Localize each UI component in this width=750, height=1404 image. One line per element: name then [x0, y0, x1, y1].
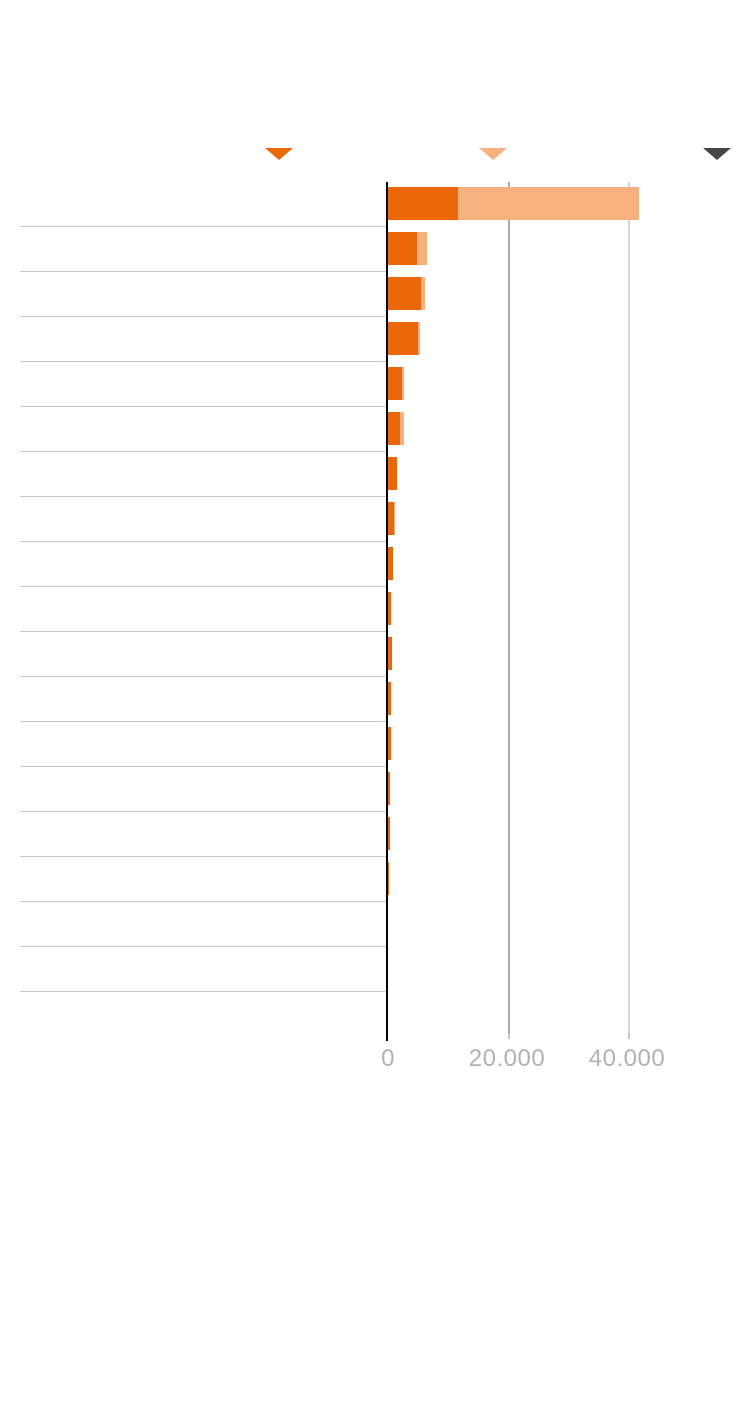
- row-label: [20, 237, 370, 267]
- bar-segment-primary[interactable]: [388, 682, 391, 715]
- row-divider: [20, 811, 386, 812]
- row-divider: [20, 451, 386, 452]
- axis-tick-label: 20.000: [468, 1045, 546, 1072]
- chart-row: [0, 272, 750, 317]
- chart-row: [0, 812, 750, 857]
- row-divider: [20, 676, 386, 677]
- sort-triangle-tertiary-icon[interactable]: [703, 148, 731, 160]
- axis-tick: [628, 1033, 630, 1039]
- gridline: [508, 182, 510, 1038]
- row-label: [20, 462, 370, 492]
- bar-segment-secondary[interactable]: [457, 187, 639, 220]
- bar-segment-primary[interactable]: [388, 457, 397, 490]
- bar-segment-primary[interactable]: [388, 187, 458, 220]
- chart-row: [0, 587, 750, 632]
- bar-segment-primary[interactable]: [388, 592, 392, 625]
- row-label: [20, 372, 370, 402]
- row-divider: [20, 721, 386, 722]
- row-divider: [20, 901, 386, 902]
- bar-segment-primary[interactable]: [388, 412, 400, 445]
- row-divider: [20, 946, 386, 947]
- chart-row: [0, 227, 750, 272]
- chart-row: [0, 632, 750, 677]
- chart-row: [0, 452, 750, 497]
- bar-segment-secondary[interactable]: [416, 232, 427, 265]
- bar-segment-secondary[interactable]: [394, 502, 396, 535]
- row-label: [20, 552, 370, 582]
- chart-row: [0, 947, 750, 992]
- bar-segment-primary[interactable]: [388, 862, 390, 895]
- row-label: [20, 282, 370, 312]
- row-divider: [20, 766, 386, 767]
- row-divider: [20, 856, 386, 857]
- chart-row: [0, 182, 750, 227]
- row-label: [20, 327, 370, 357]
- row-label: [20, 777, 370, 807]
- row-label: [20, 642, 370, 672]
- row-divider: [20, 361, 386, 362]
- chart-row: [0, 722, 750, 767]
- bar-segment-primary[interactable]: [388, 817, 390, 850]
- axis-tick-label: 0: [381, 1045, 395, 1072]
- chart-row: [0, 542, 750, 587]
- bar-segment-primary[interactable]: [388, 547, 393, 580]
- row-label: [20, 822, 370, 852]
- row-divider: [20, 541, 386, 542]
- row-label: [20, 732, 370, 762]
- row-divider: [20, 991, 386, 992]
- chart-row: [0, 767, 750, 812]
- y-axis-line: [386, 182, 388, 1034]
- axis-tick: [508, 1033, 510, 1039]
- row-divider: [20, 631, 386, 632]
- row-label: [20, 957, 370, 987]
- chart-row: [0, 407, 750, 452]
- row-label: [20, 597, 370, 627]
- bar-segment-secondary[interactable]: [401, 367, 404, 400]
- chart-row: [0, 992, 750, 1037]
- chart-row: [0, 317, 750, 362]
- row-divider: [20, 586, 386, 587]
- gridline: [628, 182, 630, 1038]
- row-label: [20, 687, 370, 717]
- row-divider: [20, 226, 386, 227]
- sort-triangle-secondary-icon[interactable]: [479, 148, 507, 160]
- row-label: [20, 912, 370, 942]
- bar-segment-secondary[interactable]: [399, 412, 405, 445]
- row-divider: [20, 316, 386, 317]
- axis-tick: [386, 1033, 388, 1041]
- bar-segment-secondary[interactable]: [421, 277, 426, 310]
- bar-segment-primary[interactable]: [388, 367, 402, 400]
- row-label: [20, 507, 370, 537]
- chart-rows: [0, 182, 750, 1037]
- chart-row: [0, 497, 750, 542]
- row-label: [20, 417, 370, 447]
- bar-segment-primary[interactable]: [388, 772, 390, 805]
- bar-segment-primary[interactable]: [388, 277, 421, 310]
- bar-segment-primary[interactable]: [388, 322, 418, 355]
- row-divider: [20, 496, 386, 497]
- bar-segment-primary[interactable]: [388, 232, 417, 265]
- sort-triangle-primary-icon[interactable]: [265, 148, 293, 160]
- axis-tick-label: 40.000: [588, 1045, 666, 1072]
- bar-segment-secondary[interactable]: [418, 322, 420, 355]
- bar-segment-primary[interactable]: [388, 502, 394, 535]
- row-label: [20, 1002, 370, 1032]
- chart-row: [0, 362, 750, 407]
- row-divider: [20, 406, 386, 407]
- row-divider: [20, 271, 386, 272]
- bar-segment-primary[interactable]: [388, 637, 393, 670]
- row-label: [20, 867, 370, 897]
- chart-row: [0, 902, 750, 947]
- row-label: [20, 192, 370, 222]
- chart-row: [0, 857, 750, 902]
- bar-segment-primary[interactable]: [388, 727, 391, 760]
- chart-row: [0, 677, 750, 722]
